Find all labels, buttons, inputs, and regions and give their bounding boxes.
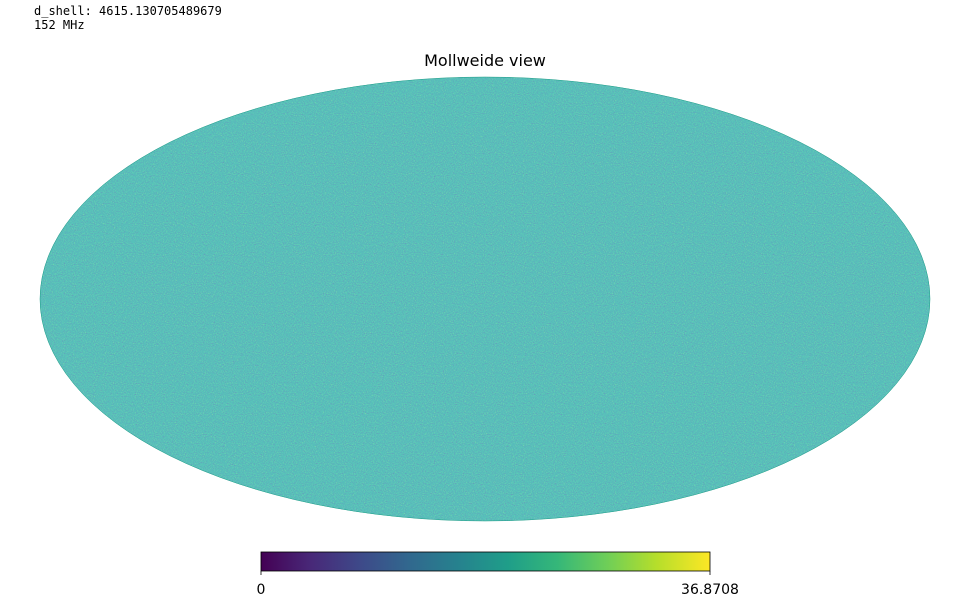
- colorbar-max-label: 36.8708: [681, 582, 739, 598]
- chart-title: Mollweide view: [424, 51, 546, 70]
- frequency-line: 152 MHz: [34, 18, 85, 32]
- map-outline: [39, 76, 931, 522]
- printed-output: d_shell: 4615.130705489679 152 MHz: [34, 4, 222, 32]
- d-shell-line: d_shell: 4615.130705489679: [34, 4, 222, 18]
- mollweide-map: [40, 77, 930, 521]
- colorbar-min-label: 0: [257, 582, 266, 598]
- colorbar: [260, 551, 711, 572]
- map-noise-field: [40, 77, 930, 521]
